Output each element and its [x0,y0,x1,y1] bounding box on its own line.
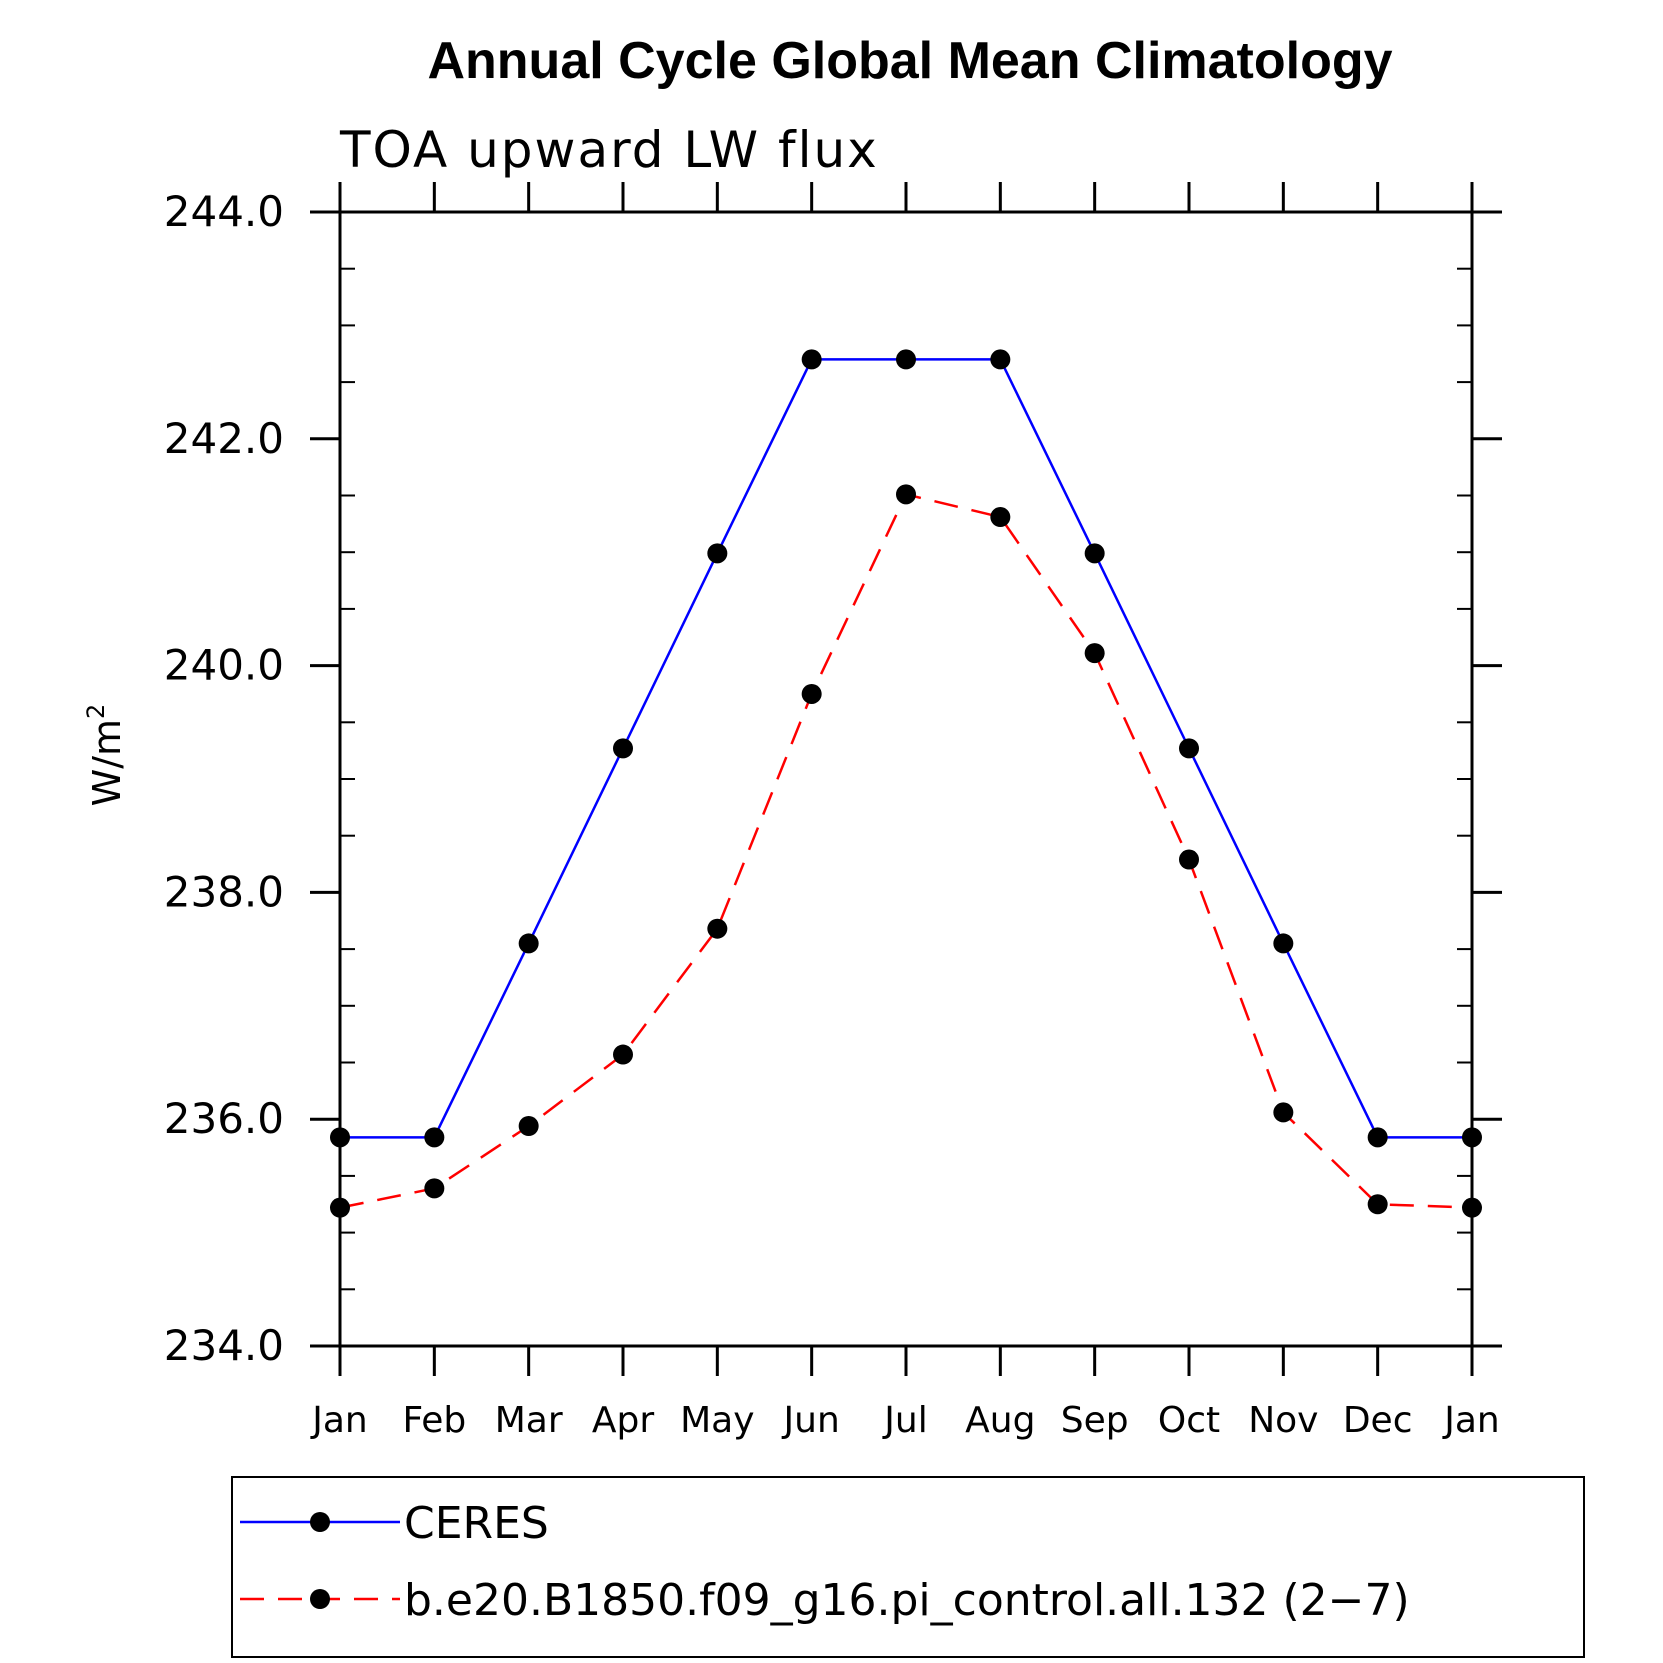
series-1-marker [1084,643,1105,664]
x-tick-label: Jun [782,1400,840,1441]
y-axis-label-sup: 2 [82,704,110,719]
legend-items: CERES b.e20.B1850.f09_g16.pi_control.all.… [240,1498,1410,1626]
series-0-marker [707,543,728,564]
x-tick-label: Nov [1248,1400,1318,1441]
series-1-marker [1179,849,1199,870]
series-0-marker [613,738,633,759]
series-line-0 [340,358,1472,1139]
series-1-marker [990,507,1011,528]
y-tick-label: 238.0 [164,867,284,916]
series-line-1 [339,492,1473,1209]
axes-layer: 234.0 236.0 238.0 240.0 242.0 244.0 Jan Feb Mar A… [164,182,1502,1441]
series-1-marker [707,918,728,939]
series-0-marker [1367,1127,1388,1148]
legend-box [231,1476,1585,1658]
series-0-marker [1273,933,1294,954]
series-0-marker [990,349,1011,370]
x-tick-label: Dec [1343,1400,1413,1441]
x-tick-label: Oct [1158,1400,1220,1441]
x-tick-label: Sep [1061,1400,1129,1441]
series-0-marker [424,1127,445,1148]
legend: CERES b.e20.B1850.f09_g16.pi_control.all.… [231,1476,1585,1658]
series-1-marker [1367,1194,1388,1215]
plot-frame [338,210,1474,1348]
y-tick-label: 236.0 [164,1094,284,1143]
series-1-marker [518,1116,539,1137]
legend-label-1: b.e20.B1850.f09_g16.pi_control.all.132 (… [404,1575,1410,1626]
y-tick-label: 244.0 [164,187,284,236]
x-tick-label: Mar [495,1400,563,1441]
legend-label-0: CERES [404,1498,549,1549]
series-1-marker [424,1178,445,1199]
y-axis-label-base: W/m [85,719,129,806]
legend-marker-0 [310,1512,330,1532]
series-1-marker [613,1044,633,1065]
chart-title: Annual Cycle Global Mean Climatology [427,32,1392,90]
y-tick-label: 242.0 [164,414,284,463]
series-0-marker [518,933,539,954]
legend-marker-1 [310,1589,330,1609]
x-tick-label: Apr [592,1400,654,1441]
y-axis-label: W/m2 [82,704,129,807]
x-tick-label: Jul [882,1400,927,1441]
x-tick-label: Feb [402,1400,466,1441]
series-0-marker [801,349,822,370]
series-layer [330,349,1482,1218]
x-tick-label: May [680,1400,754,1441]
x-tick-label: Jan [1442,1400,1500,1441]
series-0-marker [1179,738,1199,759]
y-tick-label: 234.0 [164,1321,284,1370]
series-1-marker [1273,1102,1294,1123]
x-tick-label: Jan [310,1400,368,1441]
series-0-marker [1084,543,1105,564]
chart-subtitle: TOA upward LW flux [339,121,879,179]
series-0-marker [896,349,916,370]
y-tick-label: 240.0 [164,641,284,690]
series-1-marker [801,683,822,704]
x-tick-label: Aug [965,1400,1035,1441]
series-1-marker [896,484,916,505]
